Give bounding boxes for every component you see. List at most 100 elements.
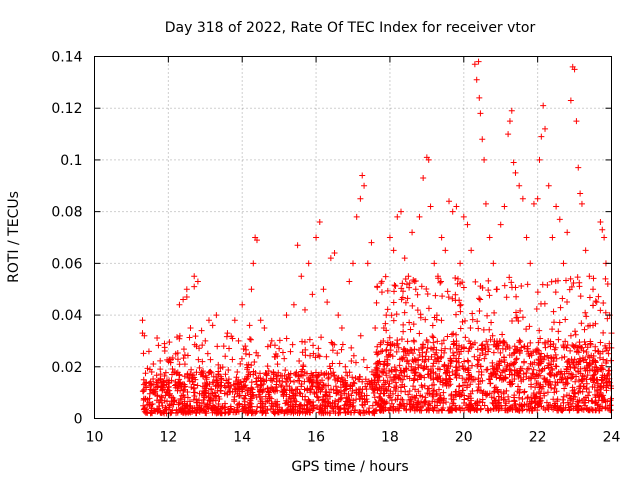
- data-point: [323, 353, 330, 360]
- data-point: [157, 366, 164, 373]
- data-point: [257, 375, 264, 382]
- data-point: [225, 366, 232, 373]
- data-point: [222, 409, 229, 416]
- data-point: [541, 300, 548, 307]
- data-point: [401, 368, 408, 375]
- data-point: [549, 326, 556, 333]
- data-point: [253, 381, 260, 388]
- data-point: [242, 343, 249, 350]
- data-point: [388, 312, 395, 319]
- data-point: [598, 362, 605, 369]
- data-point: [511, 398, 518, 405]
- data-point: [471, 407, 478, 414]
- data-point: [169, 371, 176, 378]
- data-point: [147, 382, 154, 389]
- data-point: [567, 347, 574, 354]
- data-point: [370, 389, 377, 396]
- data-point: [357, 332, 364, 339]
- data-point: [469, 310, 476, 317]
- data-point: [500, 389, 507, 396]
- data-point: [550, 308, 557, 315]
- data-point: [519, 396, 526, 403]
- data-point: [460, 344, 467, 351]
- data-point: [332, 409, 339, 416]
- data-point: [501, 282, 508, 289]
- data-point: [516, 348, 523, 355]
- data-point: [438, 278, 445, 285]
- data-point: [180, 346, 187, 353]
- data-point: [475, 325, 482, 332]
- data-point: [329, 360, 336, 367]
- x-tick-label: 10: [86, 430, 104, 446]
- data-point: [387, 342, 394, 349]
- data-point: [264, 406, 271, 413]
- data-point: [431, 387, 438, 394]
- data-point: [190, 381, 197, 388]
- data-point: [469, 362, 476, 369]
- data-point: [141, 332, 148, 339]
- data-point: [406, 396, 413, 403]
- data-point: [251, 359, 258, 366]
- data-point: [191, 273, 198, 280]
- data-point: [260, 381, 267, 388]
- data-point: [332, 383, 339, 390]
- data-point: [338, 325, 345, 331]
- data-point: [301, 378, 308, 385]
- data-point: [396, 356, 403, 363]
- data-point: [484, 312, 491, 319]
- data-point: [235, 393, 242, 400]
- data-point: [181, 351, 188, 358]
- data-point: [373, 406, 380, 413]
- x-tick-label: 20: [455, 430, 473, 446]
- data-point: [316, 353, 323, 360]
- data-point: [335, 398, 342, 405]
- data-point: [506, 118, 513, 125]
- data-point: [378, 289, 385, 296]
- data-point: [545, 364, 552, 371]
- data-point: [552, 400, 559, 407]
- data-point: [246, 322, 253, 329]
- data-point: [599, 405, 606, 412]
- data-point: [180, 296, 187, 303]
- data-point: [456, 297, 463, 304]
- data-point: [580, 347, 587, 354]
- data-point: [294, 386, 301, 393]
- data-point: [587, 376, 594, 383]
- data-point: [543, 399, 550, 406]
- data-point: [577, 388, 584, 395]
- data-point: [246, 351, 253, 358]
- data-point: [478, 342, 485, 349]
- data-point: [148, 409, 155, 416]
- data-point: [595, 347, 602, 354]
- data-point: [139, 317, 146, 324]
- data-point: [270, 387, 277, 394]
- data-point: [599, 397, 606, 404]
- data-point: [271, 353, 278, 360]
- data-point: [446, 375, 453, 382]
- data-point: [456, 382, 463, 389]
- data-point: [231, 317, 238, 324]
- data-point: [542, 125, 549, 132]
- data-point: [364, 380, 371, 387]
- data-point: [411, 338, 418, 345]
- data-point: [378, 278, 385, 285]
- data-point: [371, 410, 378, 417]
- data-point: [453, 374, 460, 381]
- data-point: [572, 328, 579, 335]
- data-point: [193, 410, 200, 417]
- data-point: [417, 374, 424, 381]
- data-point: [240, 395, 247, 402]
- data-point: [460, 284, 467, 291]
- data-point: [322, 402, 329, 409]
- data-point: [416, 213, 423, 220]
- data-point: [586, 367, 593, 374]
- data-point: [476, 307, 483, 314]
- data-point: [346, 278, 353, 285]
- data-point: [438, 340, 445, 347]
- data-point: [597, 218, 604, 225]
- data-point: [176, 361, 183, 368]
- data-point: [439, 293, 446, 300]
- data-point: [576, 279, 583, 286]
- data-point: [366, 409, 373, 416]
- data-point: [273, 401, 280, 408]
